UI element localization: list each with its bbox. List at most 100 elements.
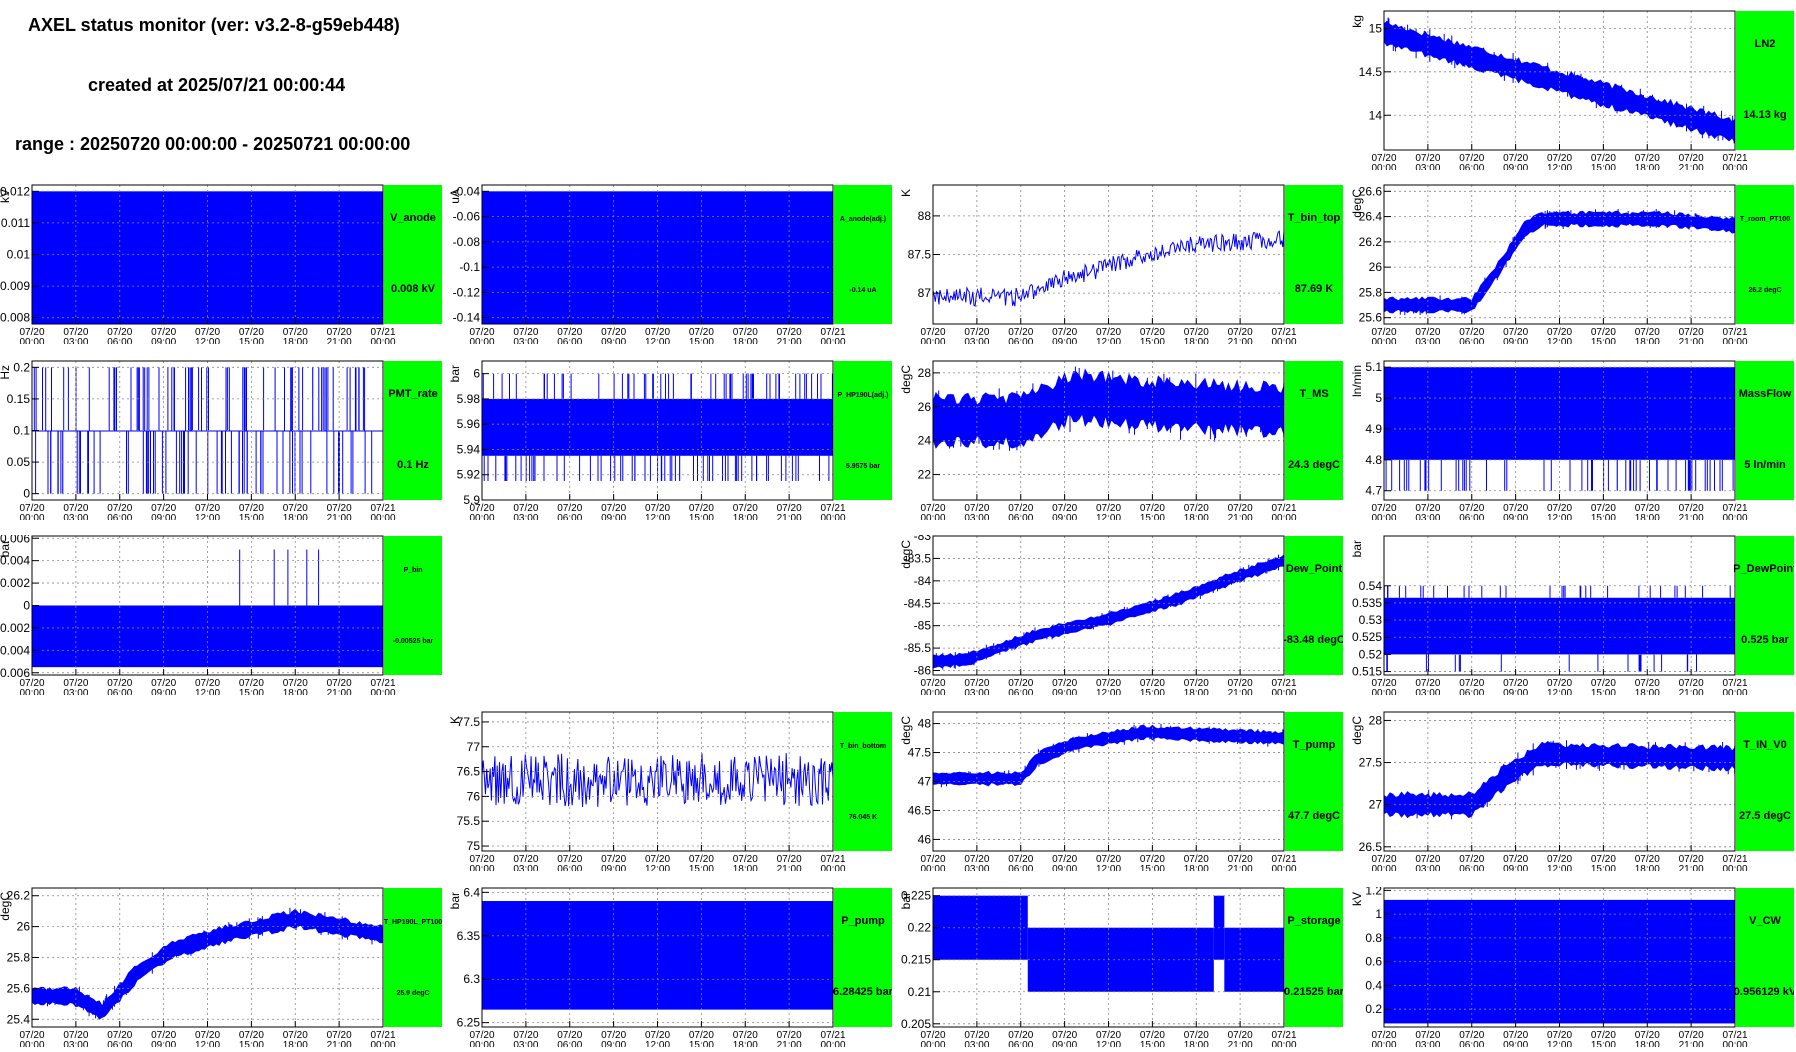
x-tick-time: 00:00 [469,864,494,871]
x-tick-date: 07/20 [1096,503,1121,514]
y-tick-label: 5.98 [457,392,481,406]
x-tick-date: 07/20 [1635,678,1660,689]
data-spikes [482,373,833,482]
x-tick-date: 07/20 [920,1030,945,1041]
label-box [834,888,892,1027]
chart-panel-v-anode: 0.008 0.009 0.01 0.011 0.012 07/20 00:00 07/20 0… [0,184,442,344]
x-tick-date: 07/21 [1271,678,1296,689]
y-tick-label: 0.525 [1352,630,1382,644]
x-tick-time: 21:00 [327,688,352,695]
y-tick-label: 1.2 [1365,887,1382,897]
chart-panel-dew-point: -86 -85.5 -85 -84.5 -84 -83.5 -83 07/20 00:00 07/… [901,535,1343,695]
x-tick-time: 18:00 [283,513,308,520]
x-tick-time: 12:00 [645,1040,670,1047]
x-tick-date: 07/20 [1503,327,1528,338]
x-tick-date: 07/21 [370,327,395,338]
x-tick-time: 00:00 [820,337,845,344]
label-box [834,712,892,851]
x-tick-date: 07/20 [1591,854,1616,865]
y-tick-label: -85.5 [904,641,932,655]
x-tick-time: 18:00 [1635,337,1660,344]
x-tick-time: 18:00 [1635,688,1660,695]
y-tick-label: 0.535 [1352,596,1382,610]
x-tick-time: 21:00 [1679,1040,1704,1047]
x-tick-date: 07/20 [1503,678,1528,689]
y-tick-label: 75.5 [457,814,481,828]
x-tick-date: 07/20 [1096,854,1121,865]
x-tick-date: 07/20 [733,503,758,514]
x-tick-date: 07/21 [820,854,845,865]
x-tick-time: 06:00 [1008,1040,1033,1047]
chart-panel-t-ms: 22 24 26 28 07/20 00:00 07/20 03:00 07/20 06:00 07… [901,360,1343,520]
y-tick-label: -83 [914,535,932,543]
x-tick-date: 07/20 [1679,153,1704,164]
label-box [384,536,442,675]
x-tick-date: 07/20 [1459,327,1484,338]
chart-panel-t-in-v0: 26.5 27 27.5 28 07/20 00:00 07/20 03:00 07/20 06:… [1352,711,1794,871]
x-tick-time: 00:00 [1722,1040,1747,1047]
chart-panel-t-hp190l-pt100: 25.4 25.6 25.8 26 26.2 07/20 00:00 07/20 03:00 07… [0,887,442,1047]
data-spikes [940,723,1284,788]
x-tick-time: 18:00 [1184,688,1209,695]
x-tick-date: 07/20 [513,1030,538,1041]
grid [32,888,383,1027]
chart-panel-massflow: 4.7 4.8 4.9 5 5.1 07/20 00:00 07/20 03:00 07/20 06… [1352,360,1794,520]
x-tick-time: 06:00 [1459,163,1484,170]
chart-svg: 2224262807/2000:0007/2003:0007/2006:0007… [901,360,1343,520]
x-tick-time: 15:00 [1591,513,1616,520]
x-tick-date: 07/20 [283,678,308,689]
x-tick-date: 07/21 [370,678,395,689]
x-tick-date: 07/20 [1228,678,1253,689]
series-name: V_anode [390,212,436,224]
x-tick-time: 18:00 [1184,337,1209,344]
x-tick-time: 00:00 [1371,1040,1396,1047]
x-tick-time: 03:00 [513,337,538,344]
label-box [1736,361,1794,500]
x-tick-date: 07/20 [1547,854,1572,865]
y-tick-label: 0.205 [901,1017,931,1031]
y-tick-label: 0.002 [0,576,30,590]
x-tick-date: 07/20 [733,1030,758,1041]
data-band [933,895,1021,960]
y-tick-label: 26 [17,920,31,934]
x-tick-time: 09:00 [151,513,176,520]
label-box [384,185,442,324]
x-tick-time: 15:00 [239,688,264,695]
x-tick-time: 00:00 [1371,864,1396,871]
y-tick-label: 0.21 [908,985,932,999]
chart-svg: 0.5150.520.5250.530.5350.5407/2000:0007/… [1352,535,1794,695]
x-tick-time: 21:00 [1228,337,1253,344]
x-tick-time: 06:00 [107,337,132,344]
y-tick-label: 6.35 [457,929,481,943]
y-tick-label: 5.96 [457,417,481,431]
chart-panel-p-pump: 6.25 6.3 6.35 6.4 07/20 00:00 07/20 03:00 07/20 0… [450,887,892,1047]
y-tick-label: -0.1 [459,260,480,274]
x-tick-time: 03:00 [513,513,538,520]
y-tick-label: -0.006 [0,666,30,680]
x-tick-date: 07/20 [239,503,264,514]
x-tick-date: 07/20 [689,503,714,514]
data-spikes [1384,17,1735,144]
x-tick-time: 21:00 [777,1040,802,1047]
x-tick-date: 07/20 [195,678,220,689]
x-tick-date: 07/20 [63,1030,88,1041]
x-tick-time: 03:00 [1415,1040,1440,1047]
x-tick-date: 07/20 [469,503,494,514]
label-box [1736,185,1794,324]
current-value: 0.21525 bar [1284,986,1343,998]
series-name: LN2 [1755,38,1776,50]
grid [1384,361,1735,500]
x-tick-date: 07/20 [1547,678,1572,689]
x-tick-date: 07/20 [327,503,352,514]
series-name: P_storage [1287,915,1340,927]
x-tick-date: 07/20 [107,503,132,514]
x-tick-time: 03:00 [1415,513,1440,520]
chart-panel-p-dewpoint: 0.515 0.52 0.525 0.53 0.535 0.54 07/20 00:00 07/… [1352,535,1794,695]
x-tick-time: 06:00 [1459,513,1484,520]
y-axis-unit: bar [450,365,462,382]
x-tick-date: 07/20 [19,1030,44,1041]
series-name: T_bin_bottom [840,743,886,750]
y-tick-label: 0.004 [0,554,30,568]
x-tick-time: 06:00 [107,1040,132,1047]
series-name: A_anode(adj.) [840,216,886,223]
